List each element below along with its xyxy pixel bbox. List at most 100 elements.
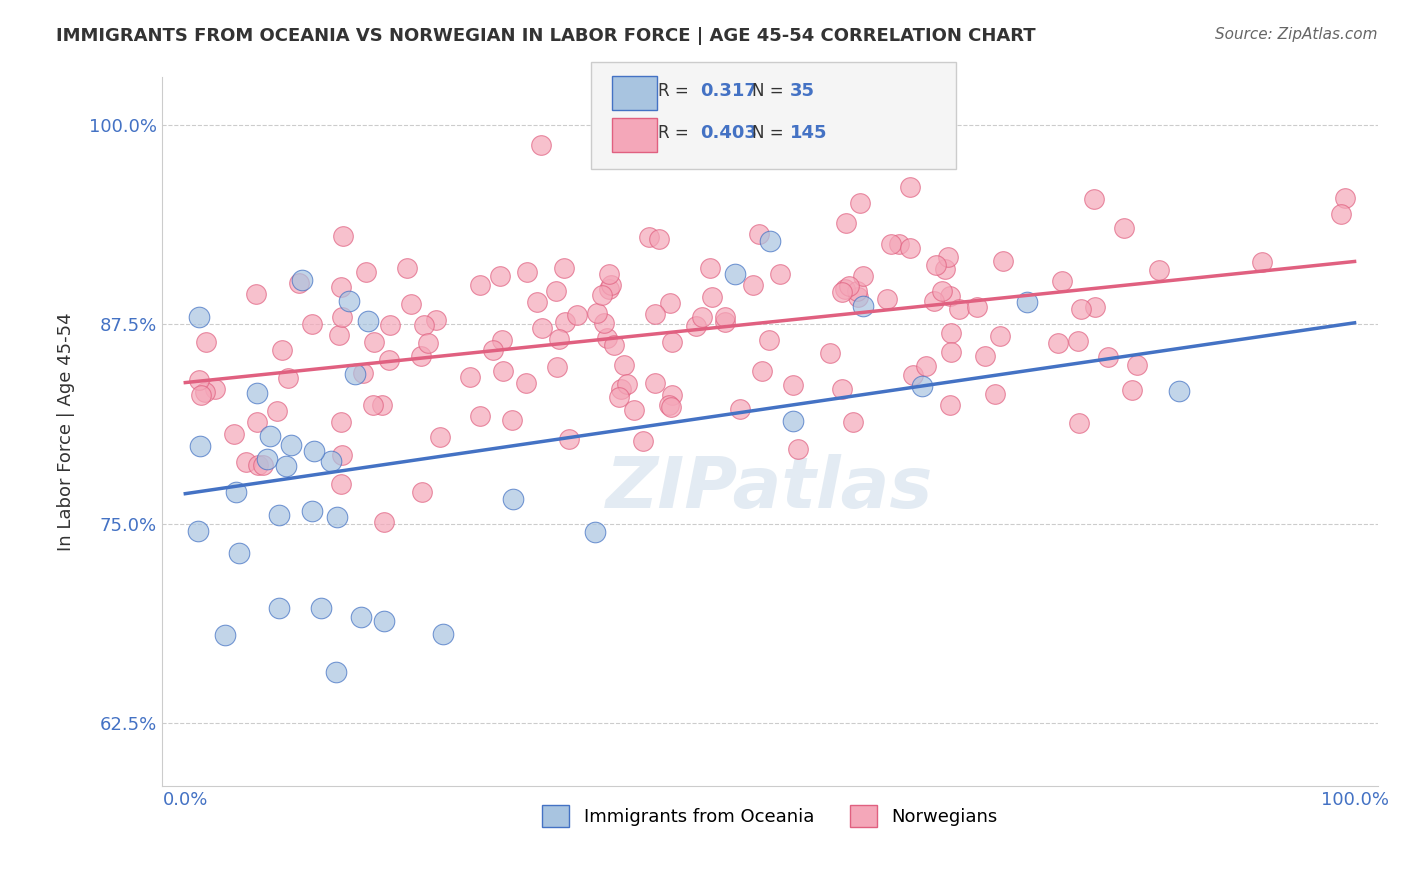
Point bbox=[371, 398, 394, 412]
Point bbox=[246, 415, 269, 429]
Point bbox=[225, 485, 247, 500]
Point bbox=[1251, 255, 1274, 269]
Point bbox=[332, 229, 354, 244]
Point bbox=[941, 326, 963, 340]
Text: ZIPatlas: ZIPatlas bbox=[606, 454, 934, 524]
Point bbox=[329, 279, 352, 293]
Point bbox=[637, 230, 659, 244]
Point bbox=[690, 310, 713, 325]
Point bbox=[846, 285, 869, 299]
Point bbox=[1083, 192, 1105, 206]
Point bbox=[194, 385, 217, 400]
Point bbox=[631, 434, 654, 449]
Point bbox=[1329, 207, 1351, 221]
Point bbox=[966, 300, 988, 314]
Point bbox=[973, 349, 995, 363]
Point bbox=[699, 261, 721, 276]
Point bbox=[835, 216, 858, 230]
Point bbox=[373, 614, 395, 628]
Point bbox=[187, 310, 209, 324]
Point bbox=[481, 343, 503, 357]
Point bbox=[1149, 263, 1171, 277]
Point bbox=[252, 458, 274, 472]
Point bbox=[988, 329, 1011, 343]
Point bbox=[266, 404, 288, 418]
Point bbox=[939, 344, 962, 359]
Point bbox=[598, 282, 620, 296]
Point bbox=[267, 601, 290, 615]
Point bbox=[993, 253, 1015, 268]
Point bbox=[489, 269, 512, 284]
Point bbox=[724, 267, 747, 281]
Point bbox=[352, 366, 374, 380]
Point bbox=[887, 236, 910, 251]
Point bbox=[644, 376, 666, 390]
Point bbox=[399, 297, 422, 311]
Point bbox=[700, 289, 723, 303]
Point bbox=[363, 335, 385, 350]
Point bbox=[842, 415, 865, 429]
Point bbox=[948, 302, 970, 317]
Point bbox=[787, 442, 810, 457]
Point bbox=[758, 334, 780, 348]
Point bbox=[591, 288, 613, 302]
Point bbox=[325, 665, 347, 679]
Point bbox=[592, 316, 614, 330]
Point bbox=[1050, 274, 1073, 288]
Point bbox=[741, 277, 763, 292]
Point bbox=[187, 524, 209, 539]
Point bbox=[984, 387, 1007, 401]
Point bbox=[301, 504, 323, 518]
Point bbox=[661, 400, 683, 414]
Point bbox=[502, 491, 524, 506]
Point bbox=[363, 398, 385, 412]
Point bbox=[547, 332, 569, 346]
Point bbox=[302, 444, 325, 458]
Point bbox=[190, 388, 212, 402]
Point bbox=[613, 358, 636, 372]
Point bbox=[1333, 191, 1355, 205]
Point bbox=[1097, 350, 1119, 364]
Point bbox=[644, 307, 666, 321]
Point bbox=[344, 367, 367, 381]
Point bbox=[557, 432, 579, 446]
Point bbox=[554, 315, 576, 329]
Point bbox=[553, 261, 575, 276]
Point bbox=[759, 235, 782, 249]
Point bbox=[586, 306, 609, 320]
Point bbox=[395, 260, 418, 275]
Point bbox=[373, 515, 395, 529]
Point bbox=[301, 318, 323, 332]
Text: 0.317: 0.317 bbox=[700, 82, 756, 100]
Point bbox=[583, 524, 606, 539]
Point bbox=[596, 331, 619, 345]
Point bbox=[1067, 334, 1090, 348]
Point bbox=[598, 267, 620, 281]
Point bbox=[188, 373, 211, 387]
Point bbox=[900, 241, 922, 255]
Point bbox=[516, 265, 538, 279]
Point bbox=[922, 293, 945, 308]
Point bbox=[377, 353, 399, 368]
Point bbox=[245, 286, 267, 301]
Point bbox=[246, 458, 269, 472]
Point bbox=[1126, 358, 1149, 372]
Point bbox=[531, 321, 554, 335]
Point bbox=[270, 343, 292, 358]
Point bbox=[188, 439, 211, 453]
Point bbox=[274, 459, 297, 474]
Point bbox=[911, 378, 934, 392]
Point bbox=[1121, 383, 1143, 397]
Text: N =: N = bbox=[752, 124, 789, 142]
Point bbox=[834, 282, 856, 296]
Point bbox=[1168, 384, 1191, 399]
Point bbox=[337, 294, 360, 309]
Point bbox=[782, 377, 804, 392]
Point bbox=[915, 359, 938, 373]
Point bbox=[838, 279, 860, 293]
Point bbox=[204, 382, 226, 396]
Point bbox=[1017, 294, 1039, 309]
Point bbox=[748, 227, 770, 241]
Point bbox=[330, 310, 353, 324]
Point bbox=[1114, 220, 1136, 235]
